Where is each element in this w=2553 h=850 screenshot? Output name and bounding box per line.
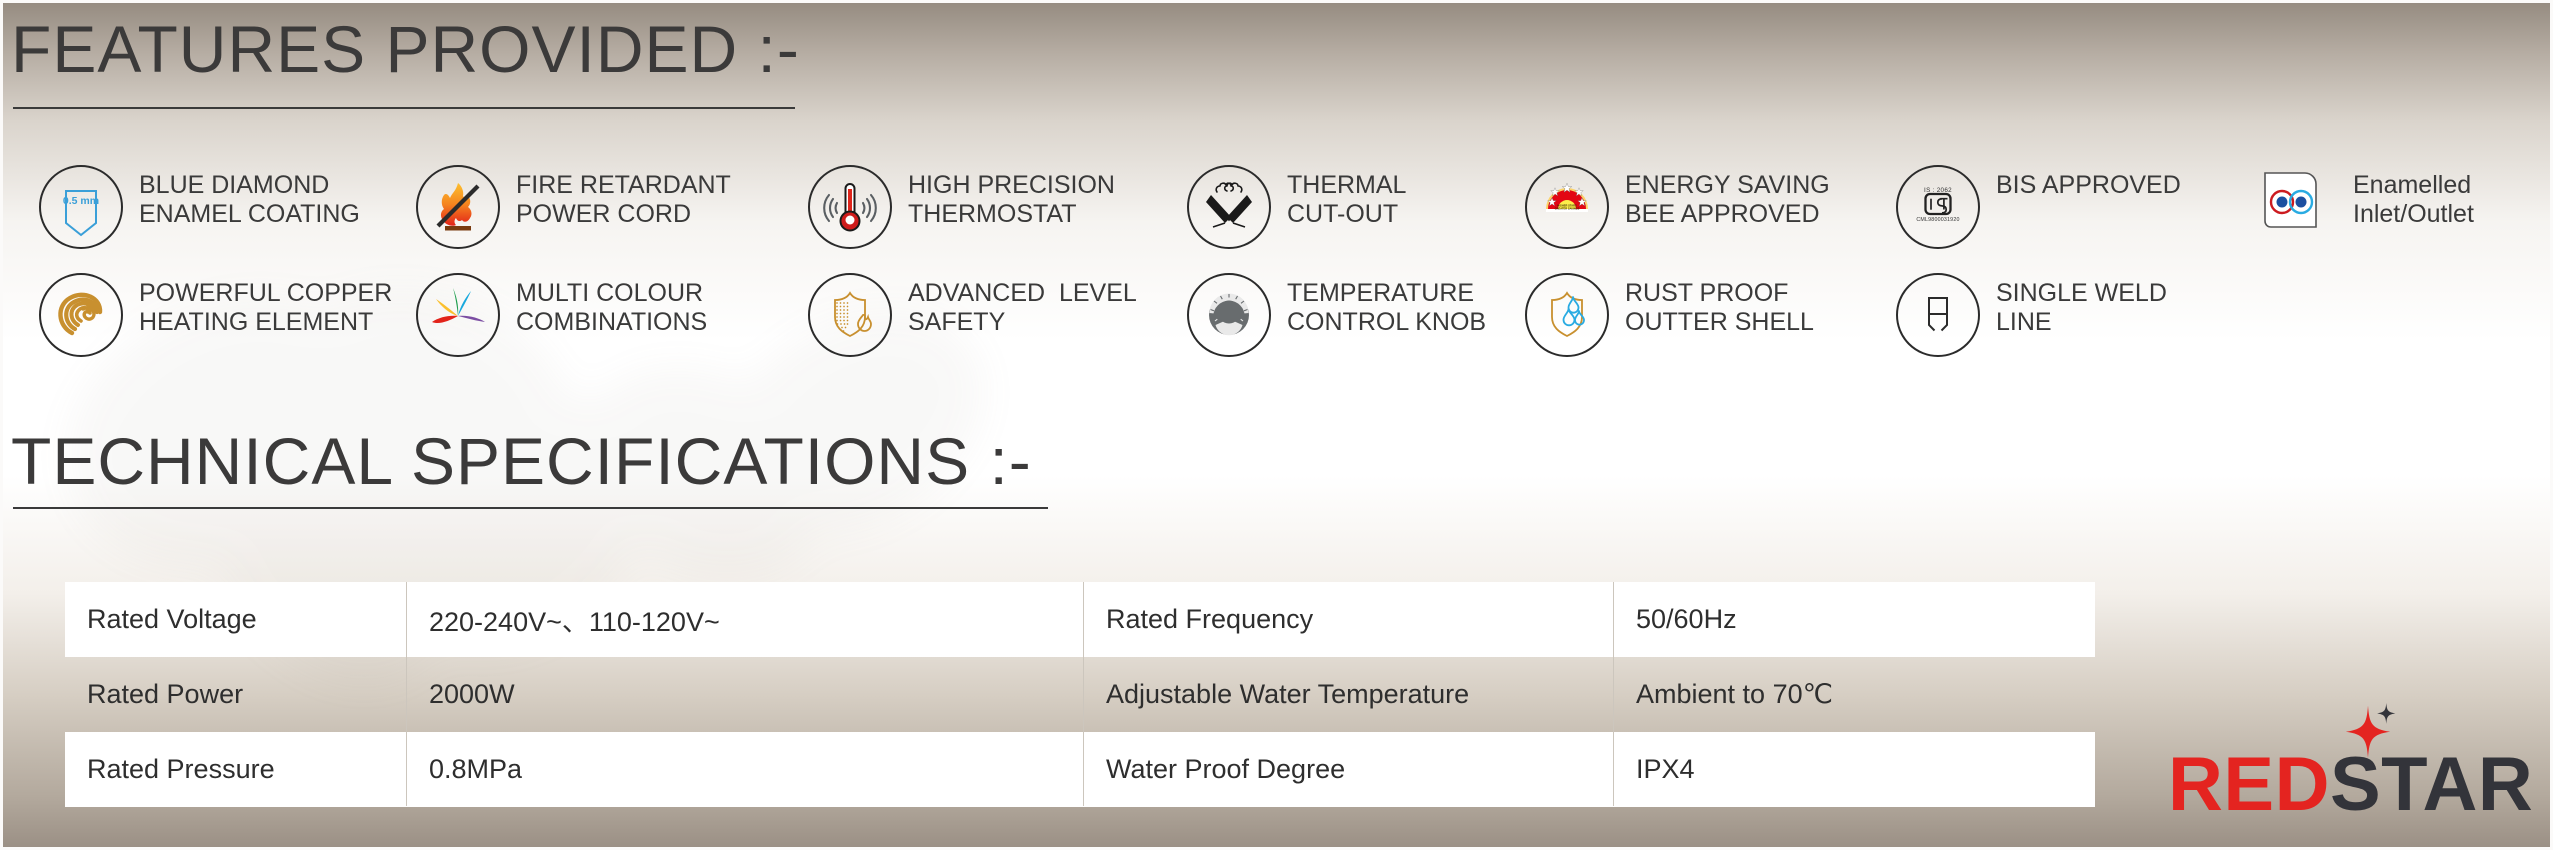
svg-text:CML9800031920: CML9800031920 (1916, 217, 1959, 223)
svg-text:GREATER SAVINGS: GREATER SAVINGS (1555, 206, 1580, 210)
svg-text:0.5 mm: 0.5 mm (63, 195, 99, 207)
